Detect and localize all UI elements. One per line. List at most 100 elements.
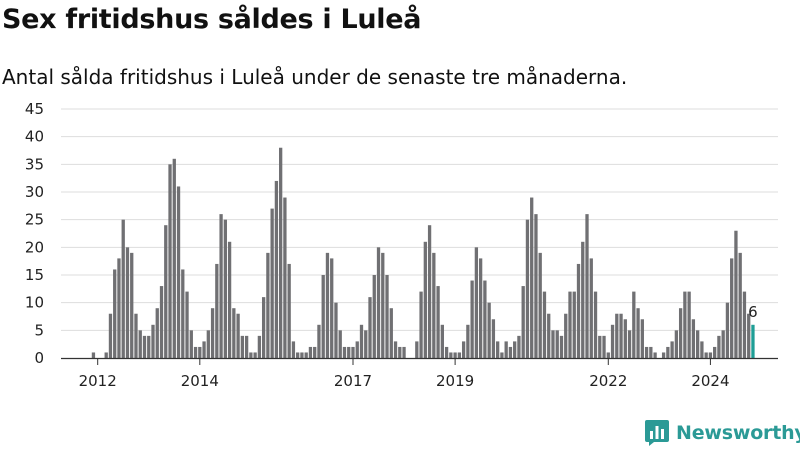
bar [330,258,334,358]
bar [504,341,508,358]
bar [632,291,636,358]
bar [457,352,462,358]
bar [542,291,547,358]
bar [742,291,747,358]
bar [104,352,108,358]
y-tick-label: 35 [25,155,44,173]
bar [155,308,159,358]
bar [615,313,619,358]
bar [193,346,198,358]
bar [287,263,291,358]
bar [189,330,193,358]
bar [623,319,627,358]
bar [376,247,381,358]
bar [496,341,500,358]
bar [121,219,125,358]
bar [368,297,372,358]
bar [585,214,589,358]
bar [181,269,185,358]
bar [91,352,96,358]
bar [206,330,210,358]
bar [713,346,717,358]
bar [602,335,606,358]
bar [210,308,215,358]
y-tick-label: 0 [34,349,44,367]
y-tick-label: 10 [25,294,44,312]
bar [534,214,538,358]
bar [304,352,308,358]
bar [649,346,653,358]
y-tick-label: 20 [25,238,44,256]
bar [202,341,206,358]
data-label: 6 [748,303,758,321]
bar [398,346,402,358]
bar [717,335,721,358]
bar [700,341,704,358]
x-tick-label: 2024 [691,372,729,390]
bar [640,319,644,358]
highlighted-bar [751,324,755,358]
bar [261,297,266,358]
bar [151,324,155,358]
x-tick-label: 2022 [589,372,627,390]
bar [576,263,581,358]
bar [219,214,223,358]
bar [117,258,121,358]
bar [389,308,393,358]
bar [423,241,427,358]
bar [244,335,249,358]
bar [461,341,466,358]
bar [415,341,419,358]
bar [598,335,602,358]
bar [691,319,696,358]
bar [185,291,189,358]
bar [172,158,176,358]
bar [317,324,321,358]
bar [266,252,270,358]
bar [610,324,615,358]
bar [227,241,232,358]
bar [687,291,691,358]
x-axis-tick-labels: 2012 2014 2017 2019 2022 2024 [79,372,730,390]
bar [474,247,479,358]
bar [342,346,347,358]
brand-name: Newsworthy [676,422,800,444]
bar [419,291,423,358]
y-tick-label: 30 [25,183,44,201]
bar [372,275,376,358]
x-tick-label: 2012 [79,372,117,390]
bar [138,330,142,358]
bar [249,352,253,358]
bar [274,180,279,358]
bar-chart-speech-bubble-icon [645,420,669,446]
bar [487,302,491,358]
bar [674,330,679,358]
bar [491,319,496,358]
chart-subtitle: Antal sålda fritidshus i Luleå under de … [2,65,628,89]
bar [436,286,440,358]
bar [508,346,513,358]
bar [683,291,687,358]
bar [347,346,351,358]
y-tick-label: 40 [25,128,44,146]
y-tick-label: 15 [25,266,44,284]
bar [440,324,444,358]
y-tick-label: 5 [34,321,44,339]
bar [313,346,317,358]
bar [513,341,517,358]
bar [253,352,257,358]
bar [730,258,734,358]
bar [721,330,725,358]
bar [125,247,130,358]
bar [725,302,730,358]
bar [257,335,262,358]
bar [232,308,236,358]
bar [525,219,530,358]
bar [666,346,670,358]
x-tick-label: 2017 [334,372,372,390]
bar [351,346,355,358]
bar [308,346,313,358]
bar [168,164,172,358]
bar [627,330,632,358]
